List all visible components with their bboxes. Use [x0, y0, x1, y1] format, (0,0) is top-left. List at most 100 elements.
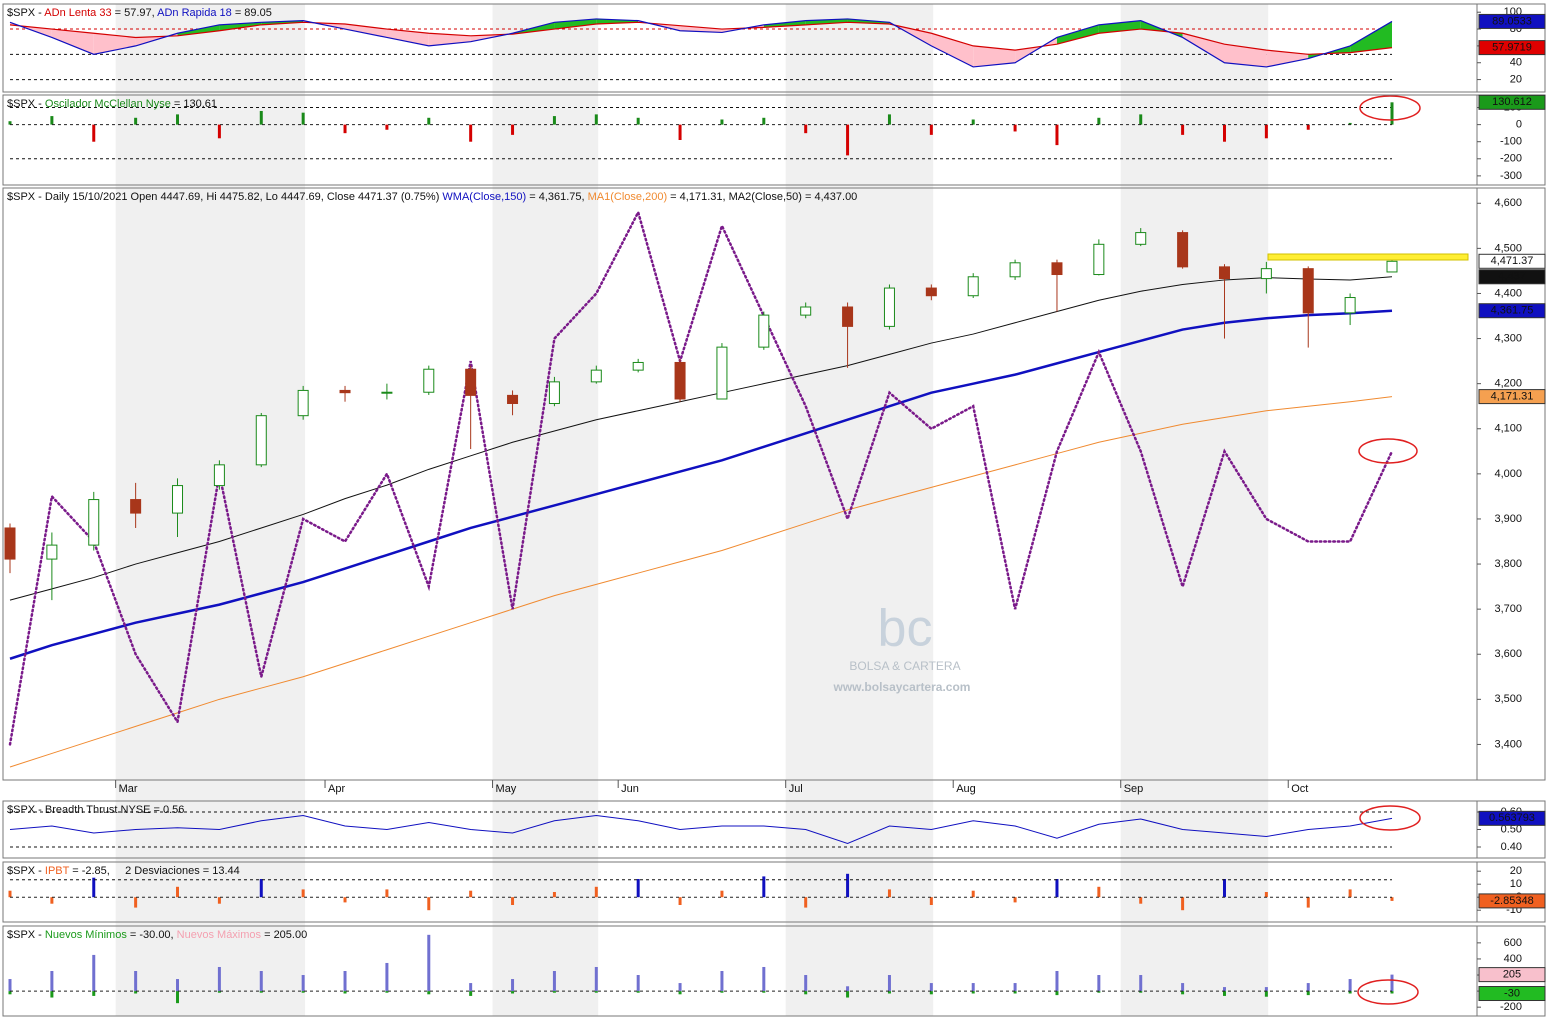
- y-tick-label: 4,600: [1494, 197, 1522, 209]
- title-part: $SPX -: [7, 865, 45, 877]
- candle-body: [548, 381, 560, 405]
- y-tick-label: 3,700: [1494, 603, 1522, 615]
- title-part: $SPX -: [7, 98, 45, 110]
- panel-frame: [2, 187, 1546, 781]
- fill-between: [596, 18, 639, 24]
- y-tick-label: 40: [1510, 57, 1522, 69]
- candle-body: [46, 544, 58, 560]
- value-label-box: [1478, 893, 1546, 909]
- annotation-ellipse: [1358, 438, 1418, 464]
- y-tick-label: 400: [1504, 953, 1522, 965]
- candle-body: [297, 389, 309, 417]
- y-tick-label: 4,500: [1494, 242, 1522, 254]
- y-tick-label: 3,400: [1494, 738, 1522, 750]
- y-tick-label: 3,900: [1494, 513, 1522, 525]
- fill-between: [93, 33, 136, 55]
- x-tick-label: Jun: [621, 783, 639, 795]
- title-part: = 4,361.75,: [526, 191, 587, 203]
- value-label: 205: [1503, 969, 1521, 981]
- x-tick-label: Jul: [789, 783, 803, 795]
- title-part: Nuevos Máximos: [177, 929, 262, 941]
- candle-body: [465, 368, 477, 396]
- panel-frame: [2, 800, 1546, 859]
- candle-body: [967, 276, 979, 297]
- value-label-box: [1478, 94, 1546, 110]
- fill-between: [1182, 33, 1225, 63]
- y-tick-label: -200: [1500, 1001, 1522, 1013]
- panel-title: $SPX - IPBT = -2.85, 2 Desviaciones = 13…: [7, 865, 240, 877]
- candle-body: [507, 394, 519, 405]
- candle-body: [842, 306, 854, 327]
- title-part: = -30.00,: [127, 929, 177, 941]
- candle-body: [590, 369, 602, 383]
- foreground-layer: $SPX - ADn Lenta 33 = 57.97, ADn Rapida …: [2, 3, 1546, 1017]
- title-part: = 57.97,: [112, 7, 158, 19]
- candle-body: [1093, 243, 1105, 276]
- fill-between: [931, 33, 974, 67]
- candle-body: [1260, 268, 1272, 280]
- value-label: 89.0533: [1492, 15, 1532, 27]
- series-line: [9, 309, 1393, 660]
- title-part: $SPX - Daily 15/10/2021 Open 4447.69, Hi…: [7, 191, 442, 203]
- candle-body: [883, 287, 895, 327]
- candle-body: [213, 464, 225, 487]
- fill-between: [763, 20, 806, 28]
- y-tick-label: 600: [1504, 937, 1522, 949]
- fill-between: [1224, 44, 1267, 67]
- candle-body: [172, 485, 184, 514]
- candle-body: [339, 389, 351, 394]
- value-label-box: [1478, 810, 1546, 826]
- panel-title: $SPX - Nuevos Mínimos = -30.00, Nuevos M…: [7, 929, 307, 941]
- panel-frame: [2, 94, 1546, 186]
- watermark: bc BOLSA & CARTERA www.bolsaycartera.com: [833, 600, 971, 694]
- panel-frame: [2, 861, 1546, 923]
- value-label: -2.85348: [1490, 895, 1533, 907]
- panel-title: $SPX - ADn Lenta 33 = 57.97, ADn Rapida …: [7, 7, 272, 19]
- candle-body: [1218, 266, 1230, 280]
- value-label: 130.612: [1492, 96, 1532, 108]
- title-part: $SPX -: [7, 929, 45, 941]
- x-tick-label: Oct: [1291, 783, 1308, 795]
- watermark-logo: bc: [878, 600, 933, 658]
- fill-between: [386, 29, 429, 46]
- series-line: [8, 208, 1394, 746]
- title-part: $SPX - Breadth Thrust NYSE = 0.56: [7, 804, 184, 816]
- value-label: 4,171.31: [1491, 391, 1534, 403]
- annotation-ellipse: [1357, 979, 1419, 1005]
- value-label: 4,437: [1498, 271, 1526, 283]
- y-tick-label: 0.40: [1501, 841, 1522, 853]
- highlight-band: [1267, 253, 1469, 261]
- y-tick-label: 10: [1510, 878, 1522, 890]
- y-tick-label: 20: [1510, 73, 1522, 85]
- candle-body: [88, 499, 100, 546]
- candle-body: [800, 306, 812, 316]
- value-label: 0.563793: [1489, 812, 1535, 824]
- candle-body: [1386, 260, 1398, 273]
- series-line: [9, 21, 1393, 55]
- title-part: Nuevos Mínimos: [45, 929, 127, 941]
- fill-between: [973, 45, 1016, 67]
- candle-body: [1135, 232, 1147, 245]
- value-label: 4,361.75: [1491, 305, 1534, 317]
- series-line: [9, 18, 1393, 68]
- candle-body: [4, 527, 16, 560]
- candle-body: [1302, 268, 1314, 314]
- series-line: [9, 276, 1393, 601]
- marks-layer: [4, 18, 1398, 1004]
- fill-between: [1266, 50, 1309, 67]
- watermark-url: www.bolsaycartera.com: [833, 680, 971, 694]
- candle-body: [632, 361, 644, 371]
- candle-body: [255, 415, 267, 466]
- candle-body: [1009, 262, 1021, 278]
- month-shade: [785, 4, 934, 1016]
- y-tick-label: 4,400: [1494, 287, 1522, 299]
- value-label-box: [1478, 986, 1546, 1002]
- title-part: WMA(Close,150): [442, 191, 526, 203]
- y-tick-label: 4,300: [1494, 332, 1522, 344]
- x-tick-label: Aug: [956, 783, 976, 795]
- fill-between: [1350, 21, 1392, 53]
- y-tick-label: -200: [1500, 153, 1522, 165]
- x-tick-label: Mar: [119, 783, 138, 795]
- value-label-box: [1478, 40, 1546, 56]
